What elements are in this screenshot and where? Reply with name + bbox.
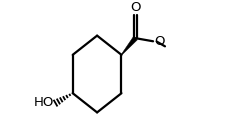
Text: O: O <box>130 1 140 14</box>
Polygon shape <box>121 37 137 55</box>
Text: HO: HO <box>34 96 54 109</box>
Text: O: O <box>153 34 164 47</box>
